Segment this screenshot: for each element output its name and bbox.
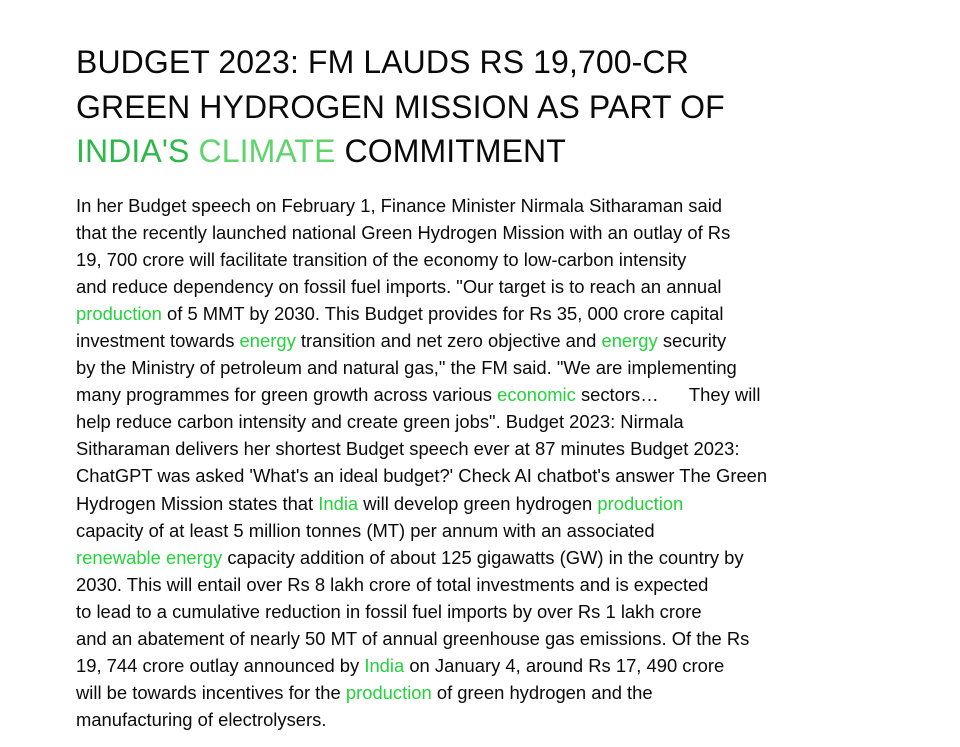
- headline-space: [190, 133, 199, 169]
- headline-text: COMMITMENT: [335, 133, 566, 169]
- body-line: by the Ministry of petroleum and natural…: [76, 357, 737, 379]
- body-line: renewable energy capacity addition of ab…: [76, 544, 936, 571]
- body-line: Hydrogen Mission states that India will …: [76, 490, 936, 517]
- body-line: help reduce carbon intensity and create …: [76, 411, 684, 433]
- body-text-segment: of 5 MMT by 2030. This Budget provides f…: [161, 302, 724, 324]
- headline-line: GREEN HYDROGEN MISSION AS PART OF: [76, 88, 725, 125]
- body-line: Sitharaman delivers her shortest Budget …: [76, 438, 740, 460]
- body-line: 2030. This will entail over Rs 8 lakh cr…: [76, 573, 709, 595]
- body-line: investment towards energy transition and…: [76, 327, 936, 354]
- body-text-segment: will be towards incentives for the: [76, 682, 346, 704]
- keyword-highlight: production: [76, 302, 162, 324]
- article-body: In her Budget speech on February 1, Fina…: [76, 192, 936, 734]
- body-line: many programmes for green growth across …: [76, 381, 936, 408]
- headline-keyword-india: INDIA'S: [76, 133, 190, 169]
- body-text-segment: transition and net zero objective and: [295, 329, 602, 351]
- body-line: and reduce dependency on fossil fuel imp…: [76, 275, 722, 297]
- body-line: and an abatement of nearly 50 MT of annu…: [76, 628, 750, 649]
- headline-keyword-climate: CLIMATE: [198, 133, 336, 169]
- keyword-highlight: production: [597, 492, 684, 514]
- headline-line: BUDGET 2023: FM LAUDS RS 19,700-CR: [76, 44, 689, 80]
- body-line: In her Budget speech on February 1, Fina…: [76, 194, 723, 216]
- body-line: will be towards incentives for the produ…: [76, 679, 936, 706]
- body-line: capacity of at least 5 million tonnes (M…: [76, 519, 655, 541]
- keyword-highlight: renewable energy: [76, 546, 223, 568]
- article-headline: BUDGET 2023: FM LAUDS RS 19,700-CR GREEN…: [76, 40, 936, 174]
- body-line: to lead to a cumulative reduction in fos…: [76, 600, 702, 622]
- body-text-segment: capacity addition of about 125 gigawatts…: [222, 546, 744, 568]
- body-text-segment: sectors… They will: [575, 384, 761, 406]
- body-line: production of 5 MMT by 2030. This Budget…: [76, 300, 936, 327]
- body-line: 19, 744 crore outlay announced by India …: [76, 652, 936, 679]
- body-text-segment: 19, 744 crore outlay announced by: [76, 655, 365, 677]
- news-article: BUDGET 2023: FM LAUDS RS 19,700-CR GREEN…: [76, 40, 936, 733]
- body-text-segment: of green hydrogen and the: [431, 682, 653, 704]
- body-line: 19, 700 crore will facilitate transition…: [76, 248, 687, 270]
- body-text-segment: will develop green hydrogen: [358, 492, 598, 514]
- headline-line: INDIA'S CLIMATE COMMITMENT: [76, 129, 936, 174]
- keyword-highlight: India: [318, 492, 359, 514]
- keyword-highlight: energy: [601, 329, 658, 351]
- keyword-highlight: economic: [497, 384, 576, 406]
- body-line: that the recently launched national Gree…: [76, 221, 731, 243]
- body-text-segment: many programmes for green growth across …: [76, 384, 498, 406]
- body-line: manufacturing of electrolysers.: [76, 709, 327, 731]
- keyword-highlight: India: [364, 655, 405, 677]
- body-text-segment: on January 4, around Rs 17, 490 crore: [404, 655, 725, 677]
- keyword-highlight: energy: [239, 329, 296, 351]
- body-text-segment: security: [657, 329, 727, 351]
- body-text-segment: investment towards: [76, 329, 240, 351]
- body-text-segment: Hydrogen Mission states that: [76, 492, 319, 514]
- body-line: ChatGPT was asked 'What's an ideal budge…: [76, 465, 768, 487]
- keyword-highlight: production: [345, 682, 432, 704]
